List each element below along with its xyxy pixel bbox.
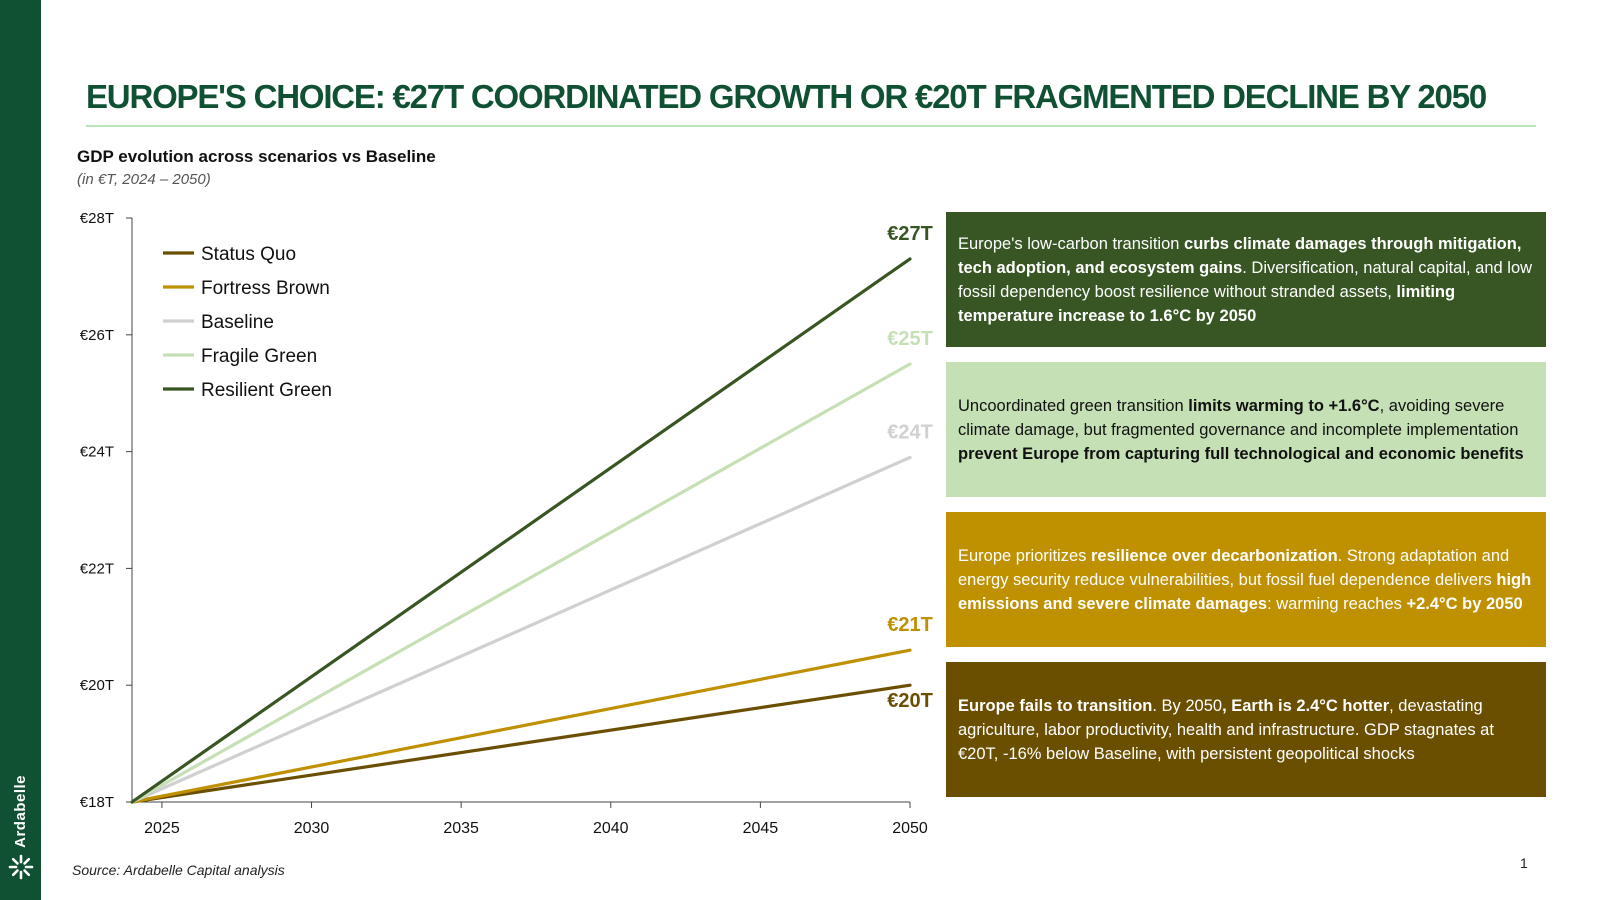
legend-label: Fragile Green bbox=[201, 346, 317, 367]
box-text-segment: Europe prioritizes bbox=[958, 546, 1091, 565]
box-text-segment: Uncoordinated green transition bbox=[958, 396, 1189, 415]
brand-name: Ardabelle bbox=[12, 775, 29, 848]
source-note: Source: Ardabelle Capital analysis bbox=[72, 862, 285, 878]
box-text-segment: . Strong adaptation and energy security … bbox=[958, 546, 1510, 589]
x-tick-label: 2035 bbox=[443, 820, 479, 837]
fragile-green-description: Uncoordinated green transition limits wa… bbox=[946, 362, 1546, 497]
x-tick-label: 2025 bbox=[144, 820, 180, 837]
series-line-status-quo bbox=[130, 683, 912, 804]
box-text-segment: . Diversification, natural capital, and … bbox=[958, 258, 1533, 301]
x-tick-label: 2045 bbox=[743, 820, 779, 837]
resilient-green-description: Europe's low-carbon transition curbs cli… bbox=[946, 212, 1546, 347]
y-tick-label: €24T bbox=[80, 444, 114, 461]
y-tick-label: €22T bbox=[80, 560, 114, 577]
box-text-emphasis: prevent Europe from capturing full techn… bbox=[958, 444, 1524, 463]
box-text-emphasis: , Earth is 2.4°C hotter bbox=[1222, 696, 1390, 715]
box-text-emphasis: limits warming to +1.6°C bbox=[1188, 396, 1380, 415]
box-text-emphasis: +2.4°C by 2050 bbox=[1406, 594, 1523, 613]
box-text-segment: . By 2050 bbox=[1152, 696, 1223, 715]
y-tick-label: €18T bbox=[80, 794, 114, 811]
x-tick-label: 2040 bbox=[593, 820, 629, 837]
title-divider bbox=[86, 125, 1536, 127]
y-tick-label: €26T bbox=[80, 327, 114, 344]
brand: Ardabelle bbox=[0, 775, 41, 880]
legend-label: Status Quo bbox=[201, 244, 296, 265]
gdp-line-chart: €18T €20T €22T €24T €26T €28T 2025 2030 2035 2040… bbox=[80, 210, 933, 837]
box-text-emphasis: resilience over decarbonization bbox=[1090, 546, 1338, 565]
box-text-emphasis: limiting temperature increase to 1.6°C b… bbox=[958, 282, 1456, 325]
box-text: Europe fails to transition. By 2050, Ear… bbox=[958, 694, 1534, 766]
end-value-label: €20T bbox=[887, 690, 933, 712]
end-value-label: €25T bbox=[887, 328, 933, 350]
box-text-segment: , avoiding severe climate damage, but fr… bbox=[958, 396, 1519, 439]
page-number: 1 bbox=[1520, 855, 1528, 871]
legend-label: Resilient Green bbox=[201, 380, 332, 401]
legend-label: Fortress Brown bbox=[201, 278, 330, 299]
legend-label: Baseline bbox=[201, 312, 274, 333]
box-text-emphasis: high emissions and severe climate damage… bbox=[958, 570, 1532, 613]
series-line-resilient-green bbox=[130, 257, 912, 804]
x-tick-label: 2030 bbox=[294, 820, 330, 837]
ardabelle-logo-icon bbox=[8, 854, 33, 880]
end-value-label: €24T bbox=[887, 421, 933, 443]
brand-sidebar: Ardabelle bbox=[0, 0, 41, 900]
series-line-fortress-brown bbox=[130, 648, 912, 804]
end-value-label: €27T bbox=[887, 223, 933, 245]
box-text-segment: Europe's low-carbon transition bbox=[958, 234, 1185, 253]
end-value-label: €21T bbox=[887, 614, 933, 636]
box-text: Uncoordinated green transition limits wa… bbox=[958, 394, 1534, 466]
x-tick-label: 2050 bbox=[892, 820, 928, 837]
box-text-segment: , devastating agriculture, labor product… bbox=[958, 696, 1494, 763]
status-quo-description: Europe fails to transition. By 2050, Ear… bbox=[946, 662, 1546, 797]
y-tick-label: €28T bbox=[80, 210, 114, 227]
y-tick-label: €20T bbox=[80, 677, 114, 694]
box-text-segment: : warming reaches bbox=[1267, 594, 1407, 613]
chart-subtitle: (in €T, 2024 – 2050) bbox=[77, 171, 211, 188]
page-title: EUROPE'S CHOICE: €27T COORDINATED GROWTH… bbox=[86, 78, 1487, 115]
series-line-fragile-green bbox=[130, 362, 912, 804]
fortress-brown-description: Europe prioritizes resilience over decar… bbox=[946, 512, 1546, 647]
series-line-baseline bbox=[130, 455, 912, 804]
box-text: Europe's low-carbon transition curbs cli… bbox=[958, 232, 1534, 328]
chart-title: GDP evolution across scenarios vs Baseli… bbox=[77, 147, 436, 166]
box-text: Europe prioritizes resilience over decar… bbox=[958, 544, 1534, 616]
box-text-emphasis: Europe fails to transition bbox=[958, 696, 1153, 715]
box-text-emphasis: curbs climate damages through mitigation… bbox=[958, 234, 1522, 277]
